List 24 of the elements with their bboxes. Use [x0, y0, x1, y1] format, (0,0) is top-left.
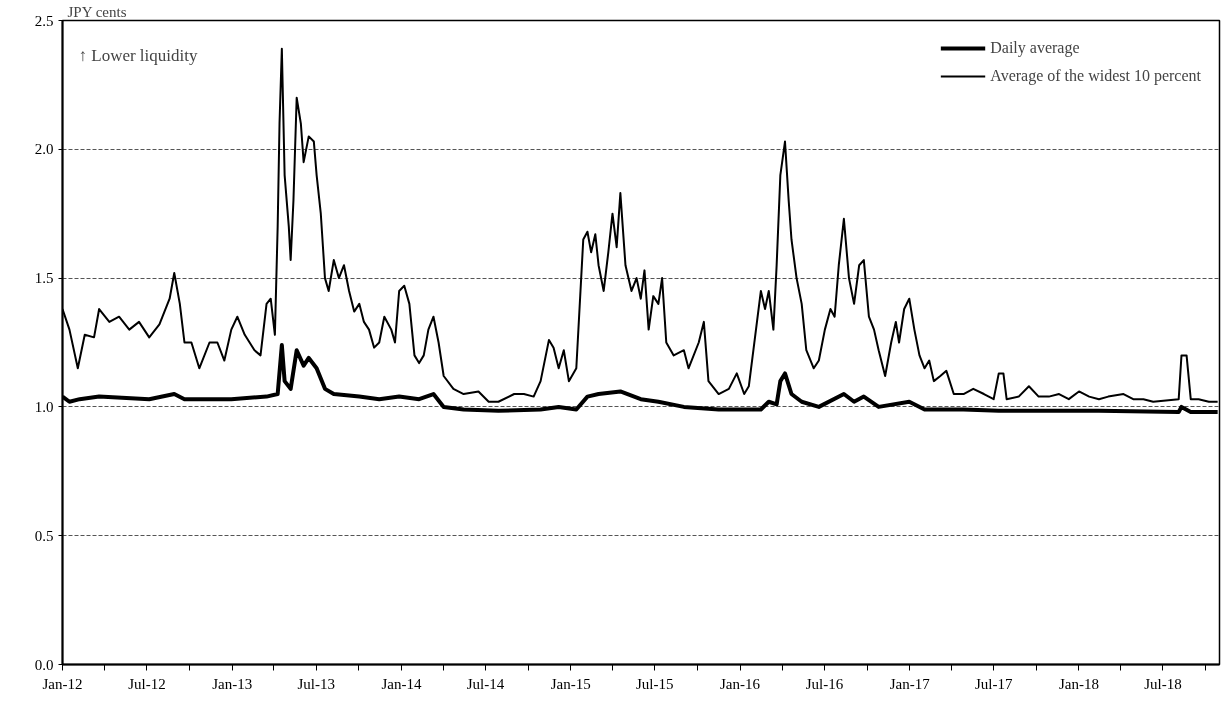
legend-label: Daily average — [990, 39, 1080, 57]
y-tick-label: 2.5 — [34, 12, 54, 29]
x-tick-label: Jul-13 — [297, 675, 335, 692]
x-tick-label: Jul-14 — [466, 675, 505, 692]
x-tick-label: Jul-18 — [1144, 675, 1182, 692]
y-axis-title: JPY cents — [67, 3, 127, 20]
x-tick-label: Jul-17 — [974, 675, 1013, 692]
x-tick-label: Jan-15 — [550, 675, 591, 692]
x-tick-label: Jan-13 — [212, 675, 253, 692]
y-tick-label: 0.5 — [34, 527, 54, 544]
x-tick-label: Jan-14 — [381, 675, 422, 692]
x-tick-label: Jan-18 — [1059, 675, 1099, 692]
annotation: ↑ Lower liquidity — [78, 45, 198, 65]
x-tick-label: Jul-12 — [128, 675, 166, 692]
x-tick-label: Jul-16 — [805, 675, 844, 692]
y-tick-label: 0.0 — [34, 656, 54, 673]
y-tick-label: 1.5 — [34, 270, 54, 287]
y-tick-label: 2.0 — [34, 141, 54, 158]
y-tick-label: 1.0 — [34, 398, 54, 415]
legend-label: Average of the widest 10 percent — [990, 67, 1201, 85]
x-tick-label: Jul-15 — [635, 675, 674, 692]
x-tick-label: Jan-12 — [42, 675, 83, 692]
x-tick-label: Jan-17 — [889, 675, 931, 692]
x-tick-label: Jan-16 — [720, 675, 761, 692]
